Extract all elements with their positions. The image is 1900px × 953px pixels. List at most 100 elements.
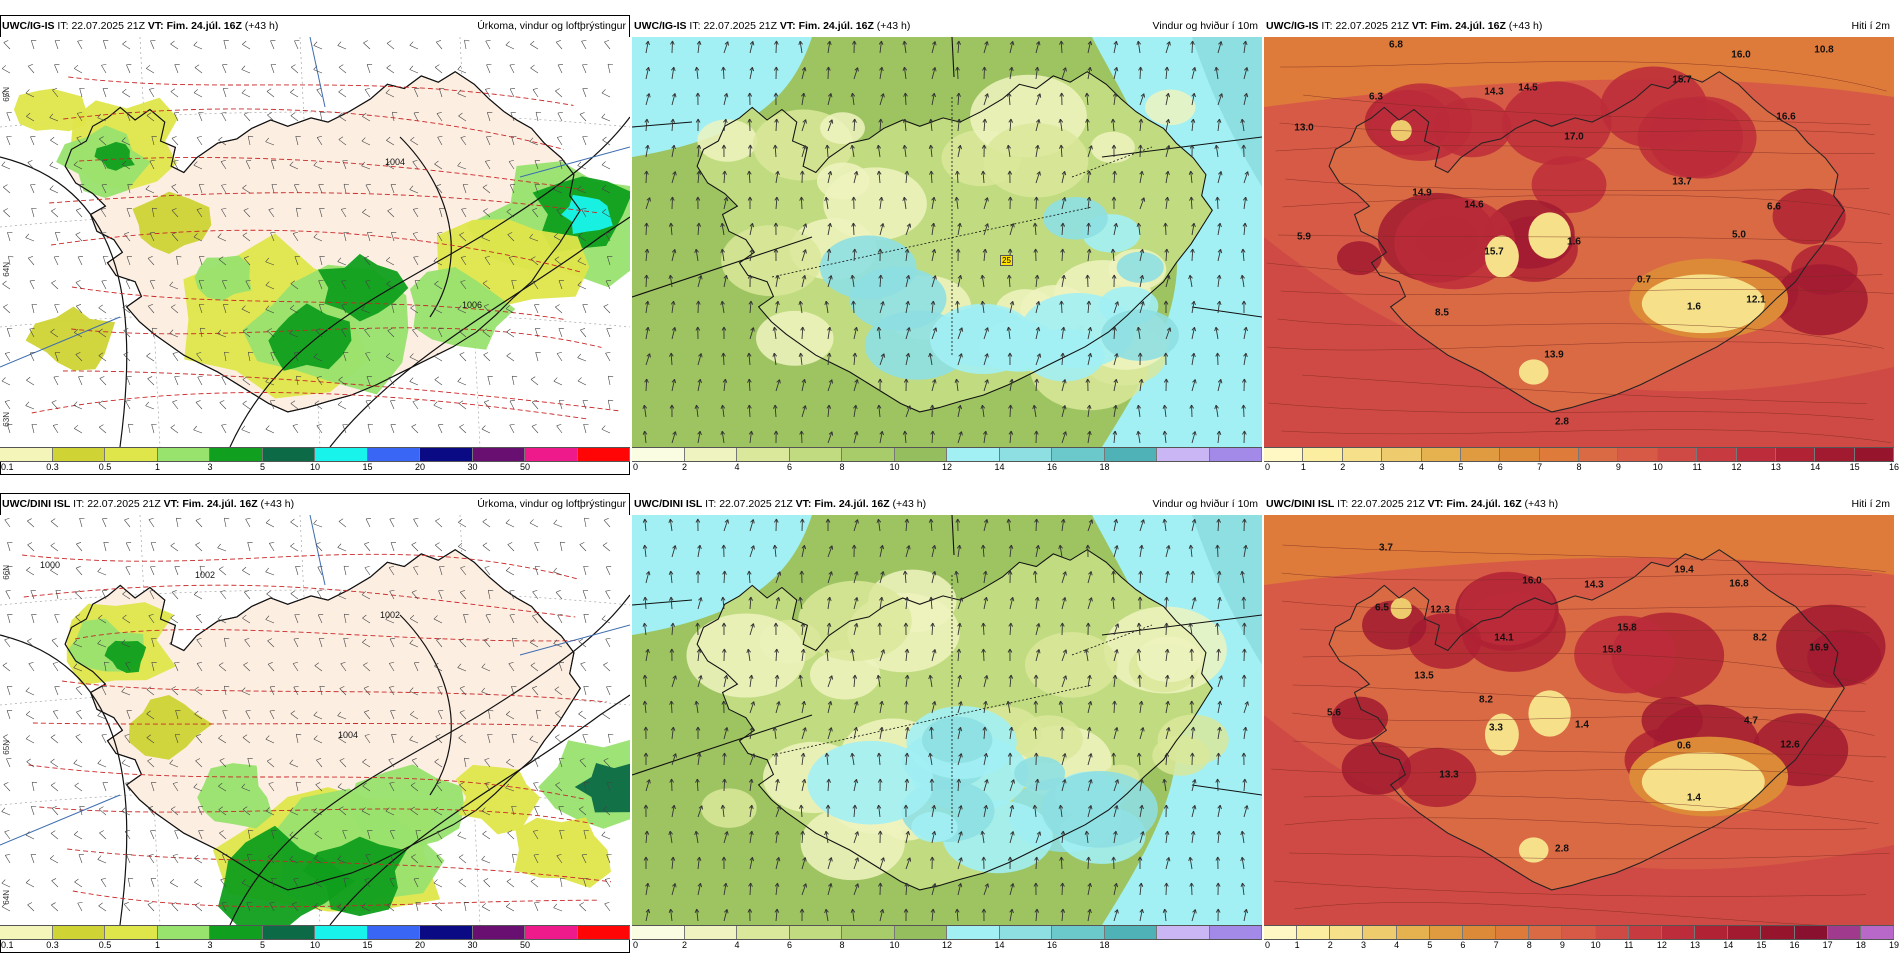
- panel-title-left: UWC/DINI ISL IT: 22.07.2025 21Z VT: Fim.…: [1266, 493, 1558, 515]
- panel-wind-dini: UWC/DINI ISL IT: 22.07.2025 21Z VT: Fim.…: [632, 493, 1262, 953]
- colorbar-tick-label: 6: [787, 940, 792, 950]
- panel-title-left: UWC/DINI ISL IT: 22.07.2025 21Z VT: Fim.…: [634, 493, 926, 515]
- temp-value-label: 16.0: [1731, 50, 1750, 61]
- colorbar-swatch: [1496, 926, 1529, 939]
- colorbar-tick-label: 0.1: [1, 462, 14, 472]
- colorbar-swatch: [790, 926, 843, 939]
- colorbar-swatch: [368, 926, 421, 939]
- temp-value-label: 0.7: [1637, 275, 1651, 286]
- temp-value-label: 3.7: [1379, 543, 1393, 554]
- model-name: UWC/DINI ISL: [2, 498, 70, 510]
- colorbar-tick-label: 0.5: [99, 940, 112, 950]
- colorbar-tick-label: 20: [415, 462, 425, 472]
- colorbar-swatch: [1382, 448, 1421, 461]
- colorbar-tick-label: 0.5: [99, 462, 112, 472]
- colorbar-swatch: [473, 926, 526, 939]
- temp-value-label: 13.5: [1414, 671, 1433, 682]
- colorbar-ticks: 01234567891011121314151617181920: [1264, 940, 1894, 953]
- colorbar-tick-label: 15: [362, 462, 372, 472]
- temp-value-label: 1.4: [1575, 720, 1589, 731]
- colorbar-swatch: [105, 448, 158, 461]
- colorbar-tick-label: 10: [1591, 940, 1601, 950]
- lead-time: (+43 h): [877, 20, 911, 32]
- colorbar-tick-label: 4: [734, 940, 739, 950]
- colorbar-swatch: [1430, 926, 1463, 939]
- colorbar-tick-label: 2: [1328, 940, 1333, 950]
- colorbar-tick-label: 0: [1265, 940, 1270, 950]
- valid-time-label: VT:: [796, 498, 812, 510]
- colorbar-tick-label: 2: [1340, 462, 1345, 472]
- colorbar-swatch: [1397, 926, 1430, 939]
- temp-value-label: 0.6: [1677, 741, 1691, 752]
- colorbar-swatch: [1157, 448, 1210, 461]
- colorbar-tick-label: 30: [467, 940, 477, 950]
- panel-title: UWC/IG-IS IT: 22.07.2025 21Z VT: Fim. 24…: [0, 15, 630, 37]
- panel-title-right: Vindur og hviður í 10m: [1153, 493, 1258, 515]
- colorbar-tick-label: 5: [1427, 940, 1432, 950]
- colorbar-swatch: [1861, 926, 1894, 939]
- colorbar-swatch: [1579, 448, 1618, 461]
- temp-value-label: 6.3: [1369, 92, 1383, 103]
- panel-title-left: UWC/IG-IS IT: 22.07.2025 21Z VT: Fim. 24…: [634, 15, 910, 37]
- temp-value-label: 1.6: [1687, 302, 1701, 313]
- colorbar-tick-label: 4: [1394, 940, 1399, 950]
- colorbar-tick-label: 0.1: [1, 940, 14, 950]
- temp-value-label: 14.5: [1518, 83, 1537, 94]
- panel-temp-dini: UWC/DINI ISL IT: 22.07.2025 21Z VT: Fim.…: [1264, 493, 1894, 953]
- panel-title-right: Úrkoma, vindur og loftþrýstingur: [477, 493, 626, 515]
- colorbar-swatch: [632, 448, 685, 461]
- colorbar: [1264, 925, 1894, 940]
- colorbar-swatch: [578, 926, 631, 939]
- colorbar-swatch: [1737, 448, 1776, 461]
- init-time-label: IT:: [1321, 20, 1332, 32]
- colorbar-swatch: [1728, 926, 1761, 939]
- map-canvas: [0, 37, 630, 447]
- temp-value-label: 13.0: [1294, 123, 1313, 134]
- colorbar-tick-label: 13: [1690, 940, 1700, 950]
- model-name: UWC/DINI ISL: [634, 498, 702, 510]
- colorbar-tick-label: 2: [682, 940, 687, 950]
- colorbar-tick-label: 8: [1576, 462, 1581, 472]
- temp-value-label: 6.6: [1767, 202, 1781, 213]
- colorbar-swatch: [895, 926, 948, 939]
- model-name: UWC/DINI ISL: [1266, 498, 1334, 510]
- colorbar-tick-label: 2: [682, 462, 687, 472]
- colorbar-tick-label: 18: [1099, 940, 1109, 950]
- colorbar-tick-label: 18: [1099, 462, 1109, 472]
- colorbar-swatch: [1795, 926, 1828, 939]
- init-time-value: 22.07.2025 21Z: [1351, 498, 1425, 510]
- colorbar-tick-label: 10: [889, 940, 899, 950]
- temp-value-label: 1.4: [1687, 793, 1701, 804]
- lead-time: (+43 h): [1525, 498, 1559, 510]
- temp-value-label: 5.0: [1732, 230, 1746, 241]
- init-time-value: 22.07.2025 21Z: [1335, 20, 1409, 32]
- colorbar-tick-label: 0: [1265, 462, 1270, 472]
- colorbar-swatch: [685, 926, 738, 939]
- colorbar-swatch: [842, 926, 895, 939]
- colorbar-tick-label: 8: [1527, 940, 1532, 950]
- temp-value-label: 2.8: [1555, 417, 1569, 428]
- colorbar-swatch: [158, 926, 211, 939]
- valid-time-value: Fim. 24.júl. 16Z: [167, 20, 242, 32]
- colorbar-tick-label: 3: [1361, 940, 1366, 950]
- panel-title: UWC/IG-IS IT: 22.07.2025 21Z VT: Fim. 24…: [1264, 15, 1894, 37]
- colorbar-tick-label: 0.3: [46, 940, 59, 950]
- colorbar-tick-label: 0.3: [46, 462, 59, 472]
- temp-value-label: 16.8: [1729, 579, 1748, 590]
- colorbar-swatch: [1815, 448, 1854, 461]
- isobar-label: 1000: [40, 560, 60, 570]
- colorbar: [0, 925, 630, 940]
- isobar-label: 1002: [195, 570, 215, 580]
- colorbar-swatch: [737, 448, 790, 461]
- colorbar: [632, 925, 1262, 940]
- panel-title-left: UWC/DINI ISL IT: 22.07.2025 21Z VT: Fim.…: [2, 493, 294, 515]
- panel-title-right: Hiti í 2m: [1851, 493, 1890, 515]
- init-time-value: 22.07.2025 21Z: [719, 498, 793, 510]
- colorbar-tick-label: 6: [787, 462, 792, 472]
- colorbar-tick-label: 0: [633, 462, 638, 472]
- colorbar-swatch: [1330, 926, 1363, 939]
- temp-value-label: 14.6: [1464, 200, 1483, 211]
- colorbar-swatch: [210, 926, 263, 939]
- temp-value-label: 15.8: [1617, 623, 1636, 634]
- model-name: UWC/IG-IS: [634, 20, 687, 32]
